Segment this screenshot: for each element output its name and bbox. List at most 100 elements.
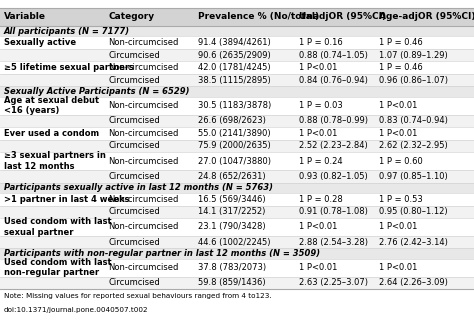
- Text: 24.8 (652/2631): 24.8 (652/2631): [198, 172, 266, 181]
- Text: Non-circumcised: Non-circumcised: [108, 195, 178, 204]
- Text: All participants (N = 7177): All participants (N = 7177): [4, 26, 130, 36]
- Text: Non-circumcised: Non-circumcised: [108, 63, 178, 72]
- Text: Variable: Variable: [4, 13, 46, 21]
- Text: Circumcised: Circumcised: [108, 51, 160, 59]
- Text: >1 partner in last 4 weeks: >1 partner in last 4 weeks: [4, 195, 129, 204]
- Bar: [0, 36, 474, 49]
- Bar: [0, 115, 474, 127]
- Text: 1 P = 0.16: 1 P = 0.16: [299, 38, 342, 47]
- Text: 2.64 (2.26–3.09): 2.64 (2.26–3.09): [379, 278, 448, 287]
- Text: UnadjOR (95%CI): UnadjOR (95%CI): [299, 13, 386, 21]
- Text: Participants with non-regular partner in last 12 months (N = 3509): Participants with non-regular partner in…: [4, 249, 320, 258]
- Bar: [0, 8, 474, 26]
- Bar: [0, 140, 474, 152]
- Text: Non-circumcised: Non-circumcised: [108, 263, 178, 272]
- Text: 0.95 (0.80–1.12): 0.95 (0.80–1.12): [379, 207, 448, 216]
- Text: 0.83 (0.74–0.94): 0.83 (0.74–0.94): [379, 116, 448, 125]
- Text: Age-adjOR (95%CI): Age-adjOR (95%CI): [379, 13, 474, 21]
- Text: 0.88 (0.74–1.05): 0.88 (0.74–1.05): [299, 51, 367, 59]
- Text: 23.1 (790/3428): 23.1 (790/3428): [198, 223, 266, 231]
- Text: 55.0 (2141/3890): 55.0 (2141/3890): [198, 129, 271, 138]
- Bar: [0, 127, 474, 140]
- Text: 1 P<0.01: 1 P<0.01: [299, 63, 337, 72]
- Text: Circumcised: Circumcised: [108, 172, 160, 181]
- Text: Ever used a condom: Ever used a condom: [4, 129, 99, 138]
- Text: Prevalence % (No/total): Prevalence % (No/total): [198, 13, 319, 21]
- Text: 0.88 (0.78–0.99): 0.88 (0.78–0.99): [299, 116, 368, 125]
- Bar: [0, 26, 474, 36]
- Text: 37.8 (783/2073): 37.8 (783/2073): [198, 263, 266, 272]
- Text: 0.96 (0.86–1.07): 0.96 (0.86–1.07): [379, 76, 448, 85]
- Text: 1 P<0.01: 1 P<0.01: [299, 223, 337, 231]
- Text: 0.97 (0.85–1.10): 0.97 (0.85–1.10): [379, 172, 448, 181]
- Text: 27.0 (1047/3880): 27.0 (1047/3880): [198, 157, 271, 166]
- Text: 1 P<0.01: 1 P<0.01: [379, 101, 418, 110]
- Text: 59.8 (859/1436): 59.8 (859/1436): [198, 278, 266, 287]
- Text: 90.6 (2635/2909): 90.6 (2635/2909): [198, 51, 271, 59]
- Text: 2.63 (2.25–3.07): 2.63 (2.25–3.07): [299, 278, 368, 287]
- Text: Circumcised: Circumcised: [108, 278, 160, 287]
- Bar: [0, 49, 474, 61]
- Text: Non-circumcised: Non-circumcised: [108, 101, 178, 110]
- Text: Circumcised: Circumcised: [108, 116, 160, 125]
- Text: Used condom with last
non-regular partner: Used condom with last non-regular partne…: [4, 258, 111, 277]
- Text: 1 P<0.01: 1 P<0.01: [379, 223, 418, 231]
- Text: Non-circumcised: Non-circumcised: [108, 223, 178, 231]
- Text: 38.5 (1115/2895): 38.5 (1115/2895): [198, 76, 271, 85]
- Bar: [0, 97, 474, 115]
- Text: Circumcised: Circumcised: [108, 238, 160, 246]
- Bar: [0, 248, 474, 259]
- Text: 1 P<0.01: 1 P<0.01: [379, 263, 418, 272]
- Bar: [0, 170, 474, 182]
- Text: 0.84 (0.76–0.94): 0.84 (0.76–0.94): [299, 76, 367, 85]
- Text: 0.91 (0.78–1.08): 0.91 (0.78–1.08): [299, 207, 367, 216]
- Text: 1 P<0.01: 1 P<0.01: [379, 129, 418, 138]
- Bar: [0, 218, 474, 236]
- Text: Sexually active: Sexually active: [4, 38, 76, 47]
- Text: 1 P = 0.03: 1 P = 0.03: [299, 101, 342, 110]
- Text: 91.4 (3894/4261): 91.4 (3894/4261): [198, 38, 271, 47]
- Text: 1 P = 0.53: 1 P = 0.53: [379, 195, 423, 204]
- Text: 1 P = 0.46: 1 P = 0.46: [379, 38, 423, 47]
- Text: Non-circumcised: Non-circumcised: [108, 129, 178, 138]
- Text: doi:10.1371/journal.pone.0040507.t002: doi:10.1371/journal.pone.0040507.t002: [4, 307, 148, 314]
- Bar: [0, 259, 474, 276]
- Text: 2.62 (2.32–2.95): 2.62 (2.32–2.95): [379, 141, 448, 151]
- Text: 0.93 (0.82–1.05): 0.93 (0.82–1.05): [299, 172, 367, 181]
- Text: 1 P<0.01: 1 P<0.01: [299, 129, 337, 138]
- Text: 1 P = 0.46: 1 P = 0.46: [379, 63, 423, 72]
- Text: 1 P = 0.60: 1 P = 0.60: [379, 157, 423, 166]
- Text: 1 P = 0.24: 1 P = 0.24: [299, 157, 342, 166]
- Bar: [0, 236, 474, 248]
- Bar: [0, 152, 474, 170]
- Text: 30.5 (1183/3878): 30.5 (1183/3878): [198, 101, 272, 110]
- Text: Participants sexually active in last 12 months (N = 5763): Participants sexually active in last 12 …: [4, 183, 273, 192]
- Bar: [0, 205, 474, 218]
- Text: 1 P = 0.28: 1 P = 0.28: [299, 195, 342, 204]
- Text: Non-circumcised: Non-circumcised: [108, 38, 178, 47]
- Text: Non-circumcised: Non-circumcised: [108, 157, 178, 166]
- Text: Circumcised: Circumcised: [108, 141, 160, 151]
- Bar: [0, 74, 474, 87]
- Bar: [0, 61, 474, 74]
- Text: 16.5 (569/3446): 16.5 (569/3446): [198, 195, 266, 204]
- Text: Sexually Active Participants (N = 6529): Sexually Active Participants (N = 6529): [4, 87, 189, 96]
- Text: Circumcised: Circumcised: [108, 207, 160, 216]
- Text: 2.88 (2.54–3.28): 2.88 (2.54–3.28): [299, 238, 368, 246]
- Text: Age at sexual debut
<16 (years): Age at sexual debut <16 (years): [4, 96, 99, 115]
- Text: 44.6 (1002/2245): 44.6 (1002/2245): [198, 238, 271, 246]
- Text: Category: Category: [108, 13, 154, 21]
- Text: 1 P<0.01: 1 P<0.01: [299, 263, 337, 272]
- Text: Note: Missing values for reported sexual behaviours ranged from 4 to123.: Note: Missing values for reported sexual…: [4, 293, 272, 299]
- Text: 2.76 (2.42–3.14): 2.76 (2.42–3.14): [379, 238, 448, 246]
- Text: ≥5 lifetime sexual partners: ≥5 lifetime sexual partners: [4, 63, 134, 72]
- Text: 42.0 (1781/4245): 42.0 (1781/4245): [198, 63, 271, 72]
- Text: 14.1 (317/2252): 14.1 (317/2252): [198, 207, 265, 216]
- Text: 1.07 (0.89–1.29): 1.07 (0.89–1.29): [379, 51, 448, 59]
- Text: 2.52 (2.23–2.84): 2.52 (2.23–2.84): [299, 141, 367, 151]
- Text: 26.6 (698/2623): 26.6 (698/2623): [198, 116, 266, 125]
- Bar: [0, 276, 474, 289]
- Text: 75.9 (2000/2635): 75.9 (2000/2635): [198, 141, 271, 151]
- Bar: [0, 193, 474, 205]
- Bar: [0, 87, 474, 97]
